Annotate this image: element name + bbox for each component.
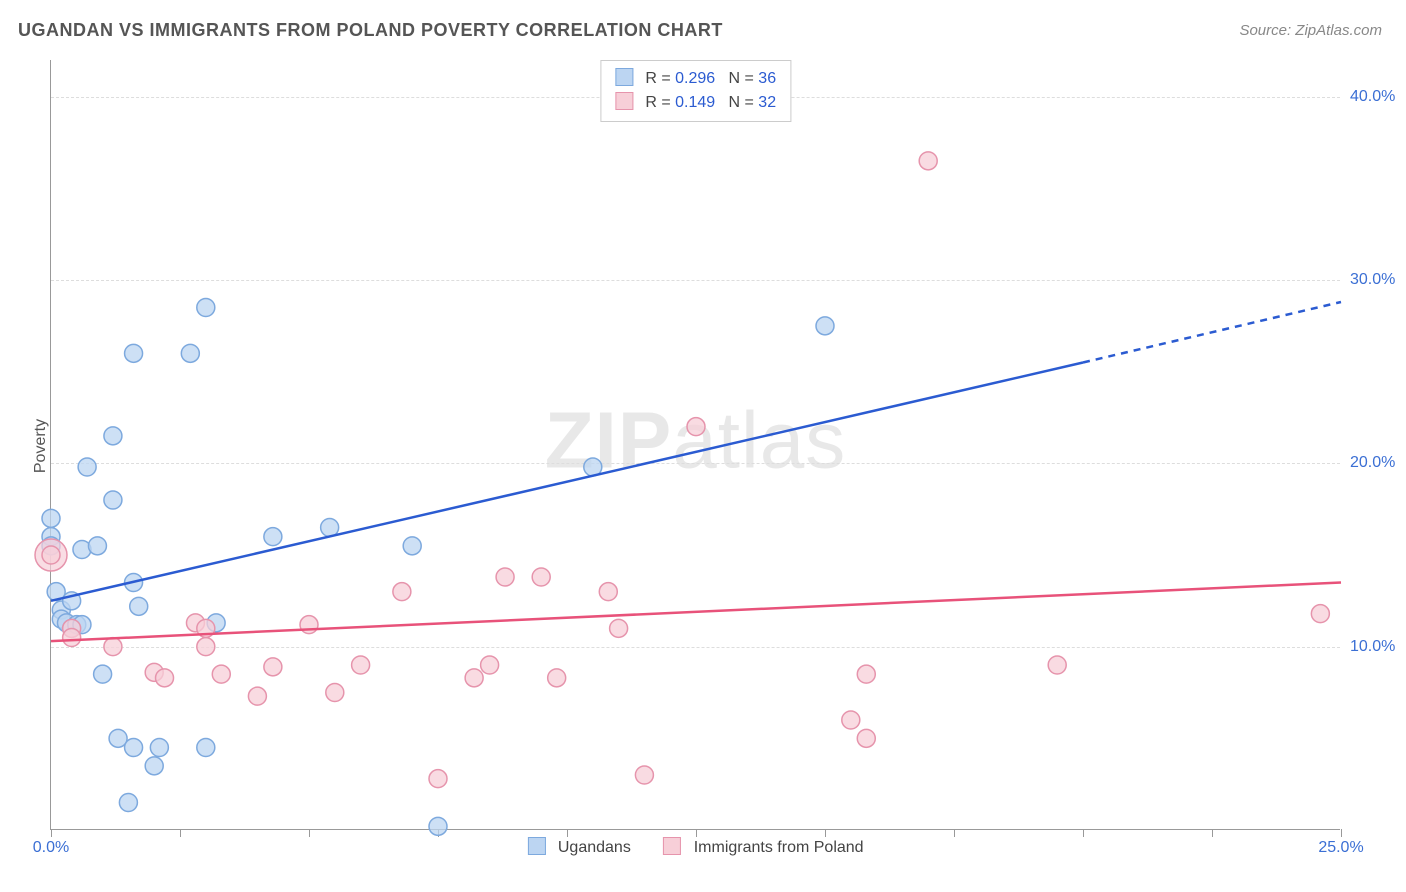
swatch-poland [615, 92, 633, 110]
chart-title: UGANDAN VS IMMIGRANTS FROM POLAND POVERT… [18, 20, 723, 41]
chart-svg [51, 60, 1340, 829]
x-tick [1212, 829, 1213, 837]
swatch-poland-bottom [663, 837, 681, 855]
legend-label-poland: Immigrants from Poland [694, 839, 864, 856]
stats-row-ugandans: R = 0.296 N = 36 [615, 67, 776, 91]
y-tick-label: 40.0% [1350, 88, 1406, 106]
source-attribution: Source: ZipAtlas.com [1239, 22, 1382, 39]
r-value-ugandans: 0.296 [675, 70, 715, 87]
x-tick [696, 829, 697, 837]
x-tick [180, 829, 181, 837]
x-tick [1083, 829, 1084, 837]
legend-label-ugandans: Ugandans [558, 839, 631, 856]
n-value-poland: 32 [758, 94, 776, 111]
plot-area: ZIPatlas 10.0%20.0%30.0%40.0% 0.0%25.0% … [50, 60, 1340, 830]
x-tick [567, 829, 568, 837]
stats-row-poland: R = 0.149 N = 32 [615, 91, 776, 115]
swatch-ugandans [615, 68, 633, 86]
x-tick [954, 829, 955, 837]
bottom-legend: Ugandans Immigrants from Poland [513, 837, 877, 857]
x-tick-label: 25.0% [1318, 839, 1363, 857]
x-tick [1341, 829, 1342, 837]
x-tick-label: 0.0% [33, 839, 69, 857]
x-tick [309, 829, 310, 837]
legend-item-ugandans: Ugandans [527, 837, 630, 857]
y-tick-label: 20.0% [1350, 454, 1406, 472]
x-tick [825, 829, 826, 837]
stats-legend-box: R = 0.296 N = 36 R = 0.149 N = 32 [600, 60, 791, 122]
swatch-ugandans-bottom [527, 837, 545, 855]
r-value-poland: 0.149 [675, 94, 715, 111]
legend-item-poland: Immigrants from Poland [663, 837, 863, 857]
n-value-ugandans: 36 [758, 70, 776, 87]
y-tick-label: 10.0% [1350, 638, 1406, 656]
x-tick [51, 829, 52, 837]
y-axis-label: Poverty [32, 419, 50, 473]
y-tick-label: 30.0% [1350, 271, 1406, 289]
